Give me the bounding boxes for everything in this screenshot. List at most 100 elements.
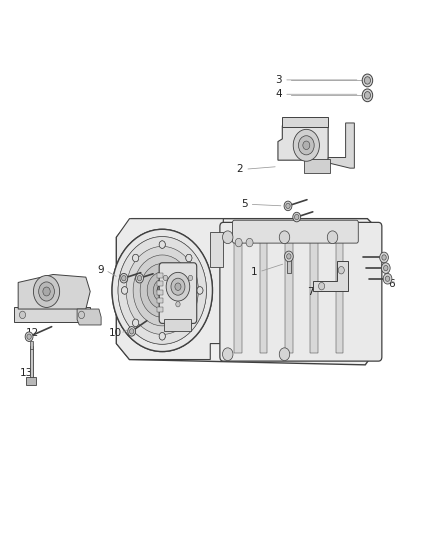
Circle shape <box>380 252 389 263</box>
Circle shape <box>121 287 127 294</box>
Polygon shape <box>18 274 90 309</box>
Circle shape <box>157 284 167 296</box>
Circle shape <box>120 273 128 283</box>
Polygon shape <box>77 309 101 325</box>
Text: 3: 3 <box>276 75 282 85</box>
Circle shape <box>159 333 165 340</box>
Circle shape <box>133 319 139 327</box>
Circle shape <box>279 348 290 361</box>
Circle shape <box>133 254 139 262</box>
Circle shape <box>223 348 233 361</box>
Circle shape <box>298 136 314 155</box>
Circle shape <box>159 333 165 340</box>
Circle shape <box>294 214 299 220</box>
Bar <box>164 319 191 332</box>
Bar <box>30 341 32 349</box>
Bar <box>287 256 290 273</box>
Circle shape <box>246 238 253 247</box>
Circle shape <box>327 231 338 244</box>
FancyBboxPatch shape <box>233 220 358 243</box>
Circle shape <box>130 329 134 334</box>
Text: 7: 7 <box>307 287 314 297</box>
Text: 13: 13 <box>19 368 33 378</box>
Circle shape <box>383 273 392 284</box>
Bar <box>234 231 242 353</box>
Text: 8: 8 <box>149 278 156 287</box>
Bar <box>285 231 293 353</box>
Circle shape <box>121 287 127 294</box>
Circle shape <box>176 302 180 307</box>
Circle shape <box>223 231 233 244</box>
FancyBboxPatch shape <box>159 263 197 324</box>
Circle shape <box>381 263 390 273</box>
Bar <box>283 117 328 127</box>
Circle shape <box>197 287 203 294</box>
Circle shape <box>140 263 184 317</box>
Circle shape <box>293 212 300 222</box>
Circle shape <box>140 263 184 317</box>
Circle shape <box>285 251 293 262</box>
Circle shape <box>362 74 373 87</box>
Text: 10: 10 <box>109 328 122 338</box>
Circle shape <box>133 255 191 326</box>
Circle shape <box>112 229 212 352</box>
Circle shape <box>153 279 171 302</box>
Text: 1: 1 <box>251 267 257 277</box>
Text: 5: 5 <box>241 199 247 209</box>
Circle shape <box>133 255 191 326</box>
Text: 12: 12 <box>25 328 39 338</box>
Bar <box>157 273 162 278</box>
Circle shape <box>133 319 139 327</box>
Circle shape <box>163 275 168 280</box>
Bar <box>29 346 33 378</box>
Circle shape <box>112 229 212 352</box>
Circle shape <box>384 265 388 271</box>
Circle shape <box>364 77 371 84</box>
Circle shape <box>118 237 206 344</box>
Circle shape <box>364 92 371 99</box>
Circle shape <box>197 287 203 294</box>
Circle shape <box>286 203 290 208</box>
Circle shape <box>43 287 50 296</box>
Circle shape <box>235 238 242 247</box>
Bar <box>26 377 36 384</box>
Circle shape <box>157 284 167 296</box>
Bar <box>260 231 268 353</box>
Polygon shape <box>117 219 223 360</box>
Circle shape <box>287 254 291 259</box>
Text: 4: 4 <box>276 89 282 99</box>
Circle shape <box>293 130 319 161</box>
Circle shape <box>128 327 136 336</box>
Circle shape <box>136 273 144 283</box>
Circle shape <box>303 141 310 150</box>
Text: 9: 9 <box>97 265 103 275</box>
Circle shape <box>118 237 206 344</box>
Text: 6: 6 <box>389 279 395 288</box>
Circle shape <box>19 311 25 319</box>
Bar <box>14 308 90 322</box>
Bar <box>157 307 162 312</box>
Polygon shape <box>328 123 354 168</box>
Polygon shape <box>304 159 330 173</box>
Circle shape <box>186 319 192 327</box>
Circle shape <box>138 276 142 281</box>
Polygon shape <box>278 126 328 160</box>
Bar <box>157 298 162 303</box>
Circle shape <box>188 275 193 280</box>
Circle shape <box>186 254 192 262</box>
Circle shape <box>318 282 325 290</box>
Bar <box>336 231 343 353</box>
Circle shape <box>385 276 390 281</box>
Circle shape <box>338 266 344 274</box>
Circle shape <box>186 319 192 327</box>
Circle shape <box>166 272 190 301</box>
Polygon shape <box>313 261 348 292</box>
Circle shape <box>159 241 165 248</box>
Circle shape <box>122 276 126 281</box>
Circle shape <box>147 272 177 309</box>
Circle shape <box>171 278 185 295</box>
Circle shape <box>175 283 181 290</box>
Circle shape <box>284 201 292 211</box>
Polygon shape <box>210 232 223 266</box>
Polygon shape <box>117 219 381 365</box>
